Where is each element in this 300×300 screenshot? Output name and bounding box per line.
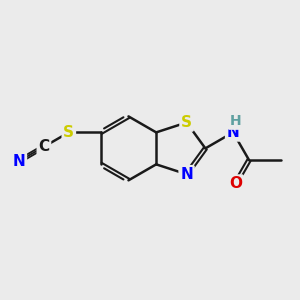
Text: H: H <box>230 114 241 128</box>
Text: S: S <box>63 125 74 140</box>
Text: N: N <box>180 167 193 182</box>
Text: N: N <box>13 154 25 169</box>
Text: C: C <box>38 139 50 154</box>
Text: N: N <box>227 125 239 140</box>
Text: O: O <box>229 176 242 191</box>
Text: S: S <box>181 115 192 130</box>
